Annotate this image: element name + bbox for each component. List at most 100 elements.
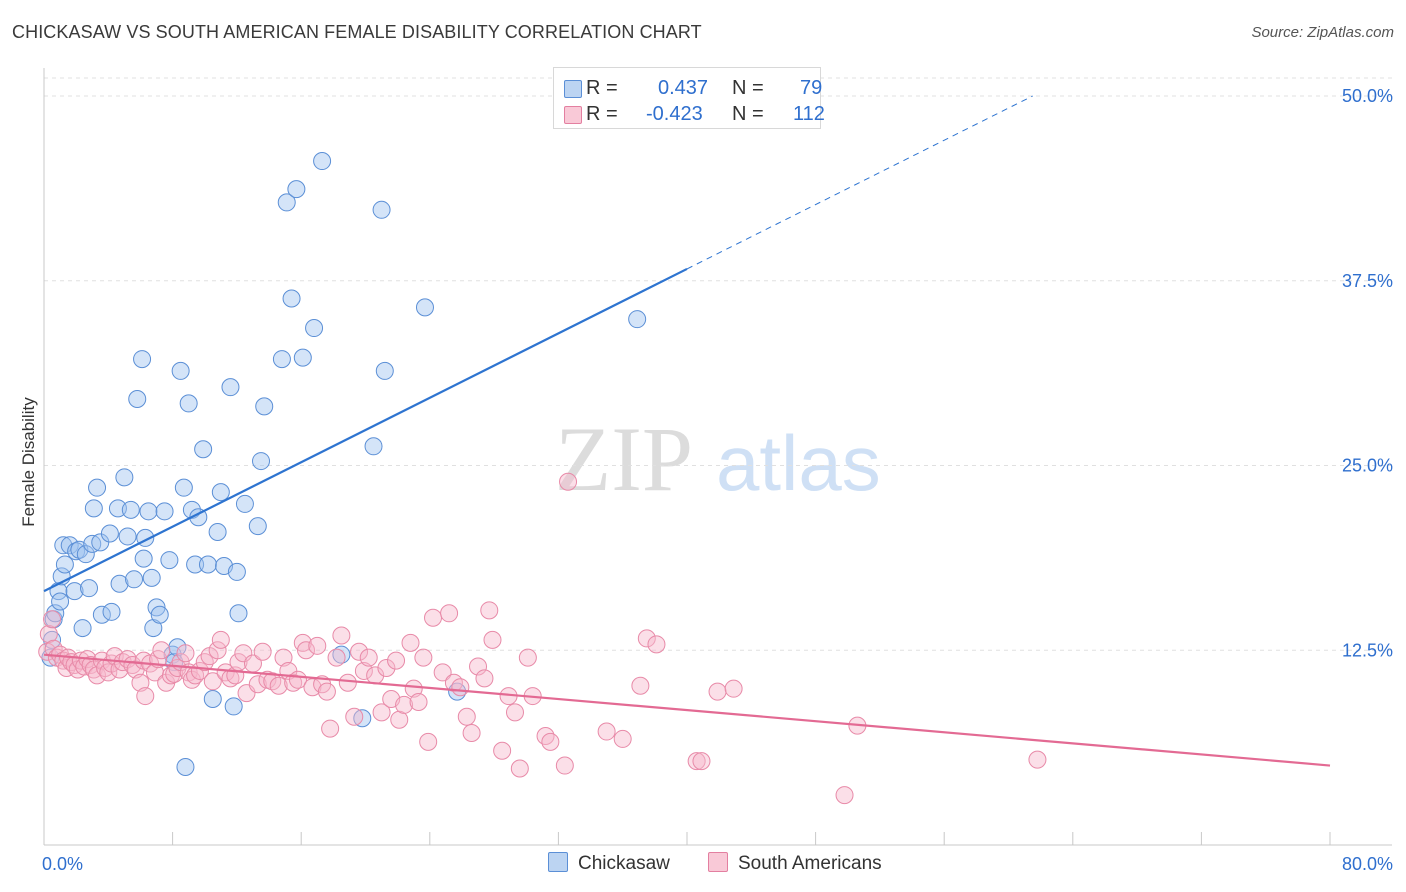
data-points [38,152,1047,805]
south-americans-point [269,676,288,695]
south-americans-point [559,472,578,491]
south-americans-point [835,786,854,805]
south-americans-point [161,666,180,685]
chickasaw-point [73,619,92,638]
south-americans-point [493,741,512,760]
south-americans-point [131,673,150,692]
chickasaw-point [51,592,70,611]
chickasaw-point [221,378,240,397]
chickasaw-trend-line [43,267,688,593]
south-americans-point [39,624,58,643]
chickasaw-point [133,350,152,369]
chickasaw-point [305,319,324,338]
chickasaw-point [224,697,243,716]
chickasaw-point [194,440,213,459]
chickasaw-point [415,298,434,317]
south-americans-point [647,635,666,654]
south-americans-point [372,703,391,722]
south-americans-point [451,678,470,697]
south-americans-point [390,710,409,729]
south-americans-point [253,642,272,661]
r-label: R = [586,103,618,125]
chickasaw-point [121,500,140,519]
watermark: ZIP atlas [555,408,881,510]
south-americans-point [480,601,499,620]
south-americans-point [510,759,529,778]
n-value-chickasaw: 79 [800,77,823,99]
south-americans-point [152,641,171,660]
n-label: N = [732,103,764,125]
chickasaw-point [43,630,62,649]
south-americans-point [483,630,502,649]
chickasaw-point [65,582,84,601]
chickasaw-point [100,524,119,543]
south-americans-point [440,604,459,623]
south-americans-point [462,724,481,743]
chickasaw-point [628,310,647,329]
south-americans-point [317,682,336,701]
south-americans-point [541,732,560,751]
r-label: R = [586,77,618,99]
chickasaw-point [115,468,134,487]
y-tick-label: 25.0% [1342,456,1393,476]
chickasaw-point [67,542,86,561]
south-americans-point [216,663,235,682]
chickasaw-point [227,562,246,581]
chickasaw-point [235,494,254,513]
south-americans-point [724,679,743,698]
tick-labels: 12.5% 25.0% 37.5% 50.0% 0.0% 80.0% [42,86,1393,874]
n-value-south-americans: 112 [793,103,825,125]
south-americans-point [687,752,706,771]
south-americans-point [208,641,227,660]
south-americans-point [597,722,616,741]
chickasaw-point [282,289,301,308]
r-value-south-americans: -0.423 [646,103,703,125]
legend-south-americans-label: South Americans [738,853,882,874]
south-americans-point [637,629,656,648]
chickasaw-point [80,579,99,598]
south-americans-point [469,657,488,676]
chickasaw-point [134,549,153,568]
chickasaw-point [155,502,174,521]
chickasaw-point [293,348,312,367]
chickasaw-point [375,361,394,380]
south-americans-point [43,610,62,629]
south-americans-point [203,672,222,691]
chickasaw-point [102,602,121,621]
south-americans-point [284,673,303,692]
chickasaw-point [108,499,127,518]
watermark-zip: ZIP [555,408,693,510]
chickasaw-point [139,502,158,521]
chart-title: CHICKASAW VS SOUTH AMERICAN FEMALE DISAB… [12,22,702,42]
south-americans-point [211,630,230,649]
chickasaw-point [84,499,103,518]
south-americans-point [345,707,364,726]
chickasaw-point [76,545,95,564]
chickasaw-point [92,605,111,624]
chickasaw-point [179,394,198,413]
watermark-atlas: atlas [716,419,881,507]
south-americans-point [332,626,351,645]
south-americans-point [71,651,90,670]
legend-chickasaw-swatch [548,852,568,872]
y-tick-label: 12.5% [1342,640,1393,660]
legend-item-chickasaw: Chickasaw [548,852,670,875]
south-americans-point [419,732,438,751]
south-americans-point [457,707,476,726]
chickasaw-point [174,478,193,497]
chickasaw-point [272,350,291,369]
chickasaw-trend-extension [686,95,1033,270]
chickasaw-point [125,570,144,589]
chickasaw-point [248,517,267,536]
chickasaw-point [55,555,74,574]
south-americans-point [327,648,346,667]
south-americans-point [248,675,267,694]
gridlines [44,77,1392,651]
chickasaw-point [88,478,107,497]
south-americans-point [536,726,555,745]
south-americans-point [475,669,494,688]
south-americans-point [354,661,373,680]
chickasaw-point [332,645,351,664]
south-americans-point [387,651,406,670]
